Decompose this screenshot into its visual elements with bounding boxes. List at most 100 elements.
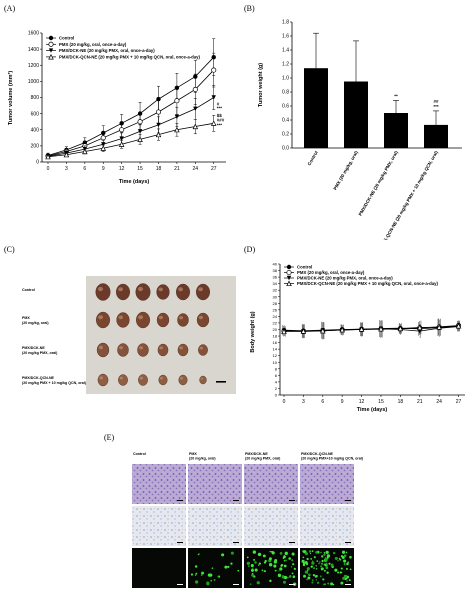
fluorescent-cell	[302, 556, 305, 559]
e-scale-bar	[345, 584, 351, 585]
a-legend-marker	[48, 53, 54, 60]
fluorescent-cell	[345, 567, 348, 570]
panel-a-label: (A)	[4, 4, 15, 13]
fluorescent-cell	[293, 567, 296, 570]
e-scale-bar	[177, 500, 183, 501]
fluorescent-cell	[291, 559, 294, 562]
fluorescent-cell	[290, 566, 293, 568]
fluorescent-cell	[310, 557, 313, 560]
d-ytick-label: 16	[273, 340, 278, 345]
fluorescent-cell	[349, 555, 352, 559]
fluorescent-cell	[268, 563, 273, 567]
a-xtick-label: 21	[174, 166, 180, 172]
b-ytick-label: 0.6	[282, 104, 289, 110]
d-ytick-label: 28	[273, 301, 278, 306]
d-legend-marker	[286, 275, 292, 281]
fluorescent-cell	[303, 574, 306, 578]
fluorescent-cell	[261, 569, 264, 572]
a-data-point	[137, 136, 143, 142]
tumor-specimen	[118, 374, 128, 386]
fluorescent-cell	[326, 554, 331, 558]
a-data-point	[45, 153, 51, 160]
d-legend-marker	[286, 264, 292, 270]
e-column-label: Control	[133, 452, 146, 456]
fluorescent-cell	[283, 555, 286, 559]
fluorescent-cell	[323, 552, 326, 554]
a-xtick-label: 18	[156, 166, 162, 172]
b-ytick-label: 0.0	[282, 146, 289, 152]
fluorescent-cell	[288, 557, 291, 560]
b-ytick-label: 1.0	[282, 76, 289, 82]
fluorescent-cell	[315, 568, 318, 570]
fluorescent-cell	[324, 557, 326, 559]
tumor-specimen	[95, 311, 110, 329]
fluorescent-cell	[269, 550, 271, 553]
fluorescent-cell	[246, 561, 250, 565]
tumor-specimen	[156, 284, 170, 300]
fluorescent-cell	[312, 579, 314, 581]
b-significance-mark: **	[394, 93, 398, 98]
fluorescent-cell	[302, 550, 305, 553]
fluorescent-cell	[262, 554, 266, 558]
d-xtick-label: 0	[283, 399, 286, 405]
d-ytick-label: 4	[275, 379, 278, 384]
e-scale-bar	[177, 584, 183, 585]
tumor-highlight	[138, 315, 144, 320]
d-xtick-label: 6	[321, 399, 324, 405]
a-legend-marker	[48, 35, 54, 41]
e-scale-bar	[233, 584, 239, 585]
tumor-highlight	[179, 346, 183, 350]
e-column-label: PMX/DCK-QCN-NE	[301, 452, 334, 456]
fluorescent-cell	[251, 573, 255, 577]
e-scale-bar	[289, 500, 295, 501]
c-row-label: PMX/DCK-QCN-NE	[22, 376, 55, 380]
tumor-specimen	[195, 283, 210, 301]
b-ytick-label: 0.4	[282, 118, 289, 124]
fluorescent-cell	[307, 576, 311, 580]
fluorescent-cell	[210, 580, 212, 582]
a-data-point	[119, 136, 124, 141]
tumor-highlight	[200, 377, 203, 380]
fluorescent-cell	[316, 581, 320, 584]
b-category-label: PMX (20 mg/kg, oral)	[332, 150, 359, 191]
d-data-point	[455, 322, 462, 329]
fluorescent-cell	[340, 567, 343, 570]
ihc-stain-image	[244, 506, 298, 546]
c-row-sublabel: (20 mg/kg PMX, oral)	[22, 351, 58, 355]
fluorescent-cell	[343, 562, 346, 565]
fluorescent-cell	[343, 574, 348, 579]
fluorescent-cell	[269, 579, 272, 583]
fluorescent-cell	[334, 568, 338, 572]
d-legend-entry: PMX/DCK-NE (20 mg/kg PMX, oral, once-a-d…	[297, 276, 393, 281]
b-ytick-label: 1.8	[282, 20, 289, 26]
fluorescent-cell	[306, 567, 310, 571]
fluorescent-cell	[249, 583, 252, 585]
tumor-highlight	[98, 315, 103, 320]
d-xtick-label: 12	[359, 399, 365, 405]
d-ytick-label: 2	[275, 386, 278, 391]
fluorescent-cell	[217, 575, 219, 578]
a-ylabel: Tumor volume (mm³)	[7, 71, 14, 125]
fluorescent-cell	[320, 562, 324, 565]
fluorescent-cell	[314, 575, 318, 578]
fluorescent-cell	[282, 580, 286, 584]
fluorescent-cell	[292, 563, 295, 566]
fluorescent-cell	[310, 565, 313, 568]
panel-b-label: (B)	[244, 4, 255, 13]
fluorescent-cell	[250, 568, 254, 572]
b-category-label: PMX/DCK-QCN-NE (20 mg/kg PMX + 10 mg/kg …	[374, 150, 439, 240]
a-data-point	[211, 95, 216, 100]
b-bar	[384, 113, 408, 148]
tumor-highlight	[99, 376, 103, 380]
a-legend-marker	[48, 48, 54, 53]
fluorescent-cell	[319, 561, 321, 563]
tumor-specimen	[177, 313, 189, 327]
tumor-highlight	[119, 376, 123, 380]
d-xtick-label: 24	[436, 399, 442, 405]
a-xtick-label: 15	[137, 166, 143, 172]
tunel-fluorescence-image	[132, 548, 186, 588]
fluorescent-cell	[320, 567, 324, 571]
tumor-specimen	[198, 344, 208, 356]
fluorescent-cell	[200, 574, 203, 577]
tumor-highlight	[137, 286, 143, 292]
